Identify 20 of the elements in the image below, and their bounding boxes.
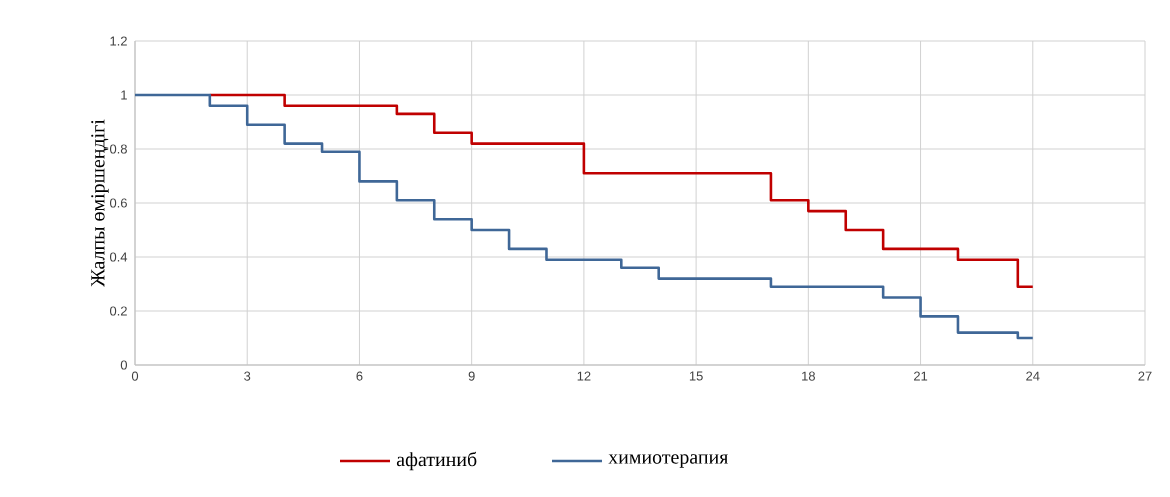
x-tick-label: 9 <box>468 371 475 381</box>
y-tick-label: 0 <box>120 360 127 370</box>
x-tick-label: 3 <box>244 371 251 381</box>
legend-label: химиотерапия <box>608 454 729 468</box>
y-tick-label: 1 <box>121 90 127 100</box>
x-tick-label: 12 <box>577 371 591 381</box>
y-tick-label: 1.2 <box>110 36 127 46</box>
y-tick-label: 0.8 <box>109 144 127 154</box>
x-tick-label: 24 <box>1026 371 1040 381</box>
x-tick-label: 18 <box>802 371 815 381</box>
x-tick-label: 21 <box>914 371 928 381</box>
y-tick-label: 0.2 <box>109 306 127 316</box>
y-axis-title: Жалпы өміршеңдігі <box>91 119 109 287</box>
y-tick-label: 0.4 <box>109 252 128 262</box>
y-tick-label: 0.6 <box>109 198 127 208</box>
x-tick-label: 15 <box>689 371 703 381</box>
x-tick-label: 6 <box>356 371 363 381</box>
x-tick-label: 27 <box>1138 371 1152 381</box>
legend-label: афатиниб <box>396 451 477 471</box>
x-tick-label: 0 <box>131 371 139 381</box>
